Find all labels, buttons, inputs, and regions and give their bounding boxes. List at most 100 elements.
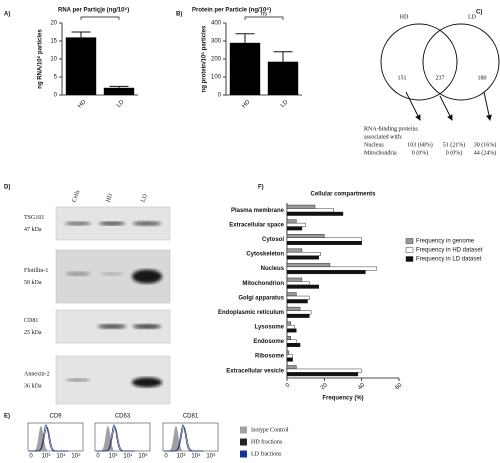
venn-caption: associated with: <box>364 134 403 140</box>
significance-label: ns <box>261 12 267 18</box>
bar <box>286 211 344 216</box>
significance-label: ** <box>98 12 103 18</box>
bar <box>286 343 301 347</box>
bar <box>286 248 303 253</box>
y-tick-label: Plasma membrane <box>231 208 285 214</box>
ld-histogram <box>164 424 203 452</box>
bar <box>286 204 316 209</box>
flow-tick-label: 10³ <box>42 454 51 460</box>
size-label: 50 kDa <box>24 280 42 286</box>
bar <box>286 350 290 355</box>
bar <box>286 237 362 242</box>
venn-cell: 30 (16%) <box>474 141 497 148</box>
bar <box>286 284 319 289</box>
flow-tick-label: 10⁵ <box>206 453 216 460</box>
flow-tick-label: 10⁴ <box>123 453 133 460</box>
flow-tick-label: 10³ <box>109 454 118 460</box>
legend-label: Frequency in genome <box>416 239 475 245</box>
bar <box>286 222 306 227</box>
flow-tick-label: 0 <box>96 454 100 460</box>
lane-label: LD <box>141 193 150 203</box>
legend-label: Isotype Control <box>251 427 289 433</box>
error-bar <box>109 85 129 88</box>
venn-set-label: LD <box>468 14 477 20</box>
bar <box>286 328 297 333</box>
x-tick-label: 60 <box>395 382 404 391</box>
x-tick-label: LD <box>280 99 290 109</box>
x-tick-label: 0 <box>285 382 292 389</box>
error-bar <box>273 51 293 62</box>
panel-label: D) <box>4 185 10 191</box>
y-tick-label: 20 <box>50 21 57 27</box>
legend-swatch <box>240 438 247 446</box>
chart-title: Cellular compartments <box>310 192 376 198</box>
venn-arrow <box>483 91 492 121</box>
error-bar <box>71 31 91 38</box>
panel-label: A) <box>4 12 10 18</box>
x-tick-label: LD <box>116 99 126 109</box>
legend-label: Frequency in HD dataset <box>416 248 483 254</box>
protein-label: CD81 <box>24 318 38 324</box>
legend-swatch <box>240 426 247 434</box>
lane-label: Cells <box>72 189 82 203</box>
y-tick-label: Cytosol <box>262 237 284 243</box>
panel-label: B) <box>176 12 182 18</box>
venn-cell: 0 (0%) <box>446 149 463 156</box>
legend-label: Frequency in LD dataset <box>416 257 482 263</box>
y-tick-label: Lysosome <box>255 325 285 331</box>
venn-circle <box>422 23 500 101</box>
bar <box>286 357 293 362</box>
y-tick-label: 0 <box>218 93 222 99</box>
flow-title: CD81 <box>183 414 199 420</box>
legend-label: HD fractions <box>251 438 283 445</box>
venn-cell: 51 (21%) <box>443 141 466 148</box>
protein-label: Annexin-2 <box>24 371 50 377</box>
bar <box>286 365 297 370</box>
venn-count: 180 <box>478 75 487 81</box>
blot-band <box>133 324 161 329</box>
flow-title: CD63 <box>115 414 131 420</box>
x-tick-label: 20 <box>320 382 329 391</box>
legend-label: LD fractions <box>251 450 282 457</box>
bar <box>286 372 359 377</box>
legend-swatch <box>405 247 414 253</box>
bar <box>286 281 310 286</box>
bar <box>103 87 135 95</box>
bar <box>229 42 261 95</box>
y-tick-label: 200 <box>211 57 222 63</box>
bar <box>286 292 297 297</box>
significance-bracket <box>244 16 284 20</box>
flow-tick-label: 0 <box>164 454 168 460</box>
flow-tick-label: 10⁵ <box>138 453 148 460</box>
y-tick-label: Cytoskeleton <box>246 252 284 258</box>
bar <box>286 321 291 326</box>
flow-tick-label: 10⁴ <box>191 453 201 460</box>
bar <box>286 234 325 238</box>
flow-frame <box>94 422 151 452</box>
x-tick-label: HD <box>77 99 88 110</box>
legend-swatch <box>240 450 247 458</box>
blot-band <box>132 377 162 388</box>
y-tick-label: Ribosome <box>255 354 285 360</box>
legend-swatch <box>405 256 414 262</box>
venn-set-label: HD <box>400 14 409 20</box>
bar <box>286 219 297 224</box>
bar <box>286 310 312 315</box>
blot-band <box>65 221 91 226</box>
y-tick-label: Extracellular vesicle <box>226 368 284 374</box>
flow-frame <box>162 422 219 452</box>
x-axis-label: Frequency (%) <box>322 396 363 402</box>
bar <box>65 37 97 95</box>
flow-title: CD9 <box>49 414 62 420</box>
flow-tick-label: 10³ <box>177 454 186 460</box>
blot-band <box>98 324 126 329</box>
y-tick-label: Golgi apparatus <box>238 295 284 301</box>
flow-frame <box>27 422 84 452</box>
venn-cell: 44 (24%) <box>474 149 497 156</box>
x-tick-label: 40 <box>357 382 366 391</box>
flow-tick-label: 10⁵ <box>71 453 81 460</box>
bar <box>286 241 362 245</box>
y-tick-label: Mitochondrion <box>242 281 284 287</box>
venn-cell: 103 (68%) <box>407 141 433 148</box>
